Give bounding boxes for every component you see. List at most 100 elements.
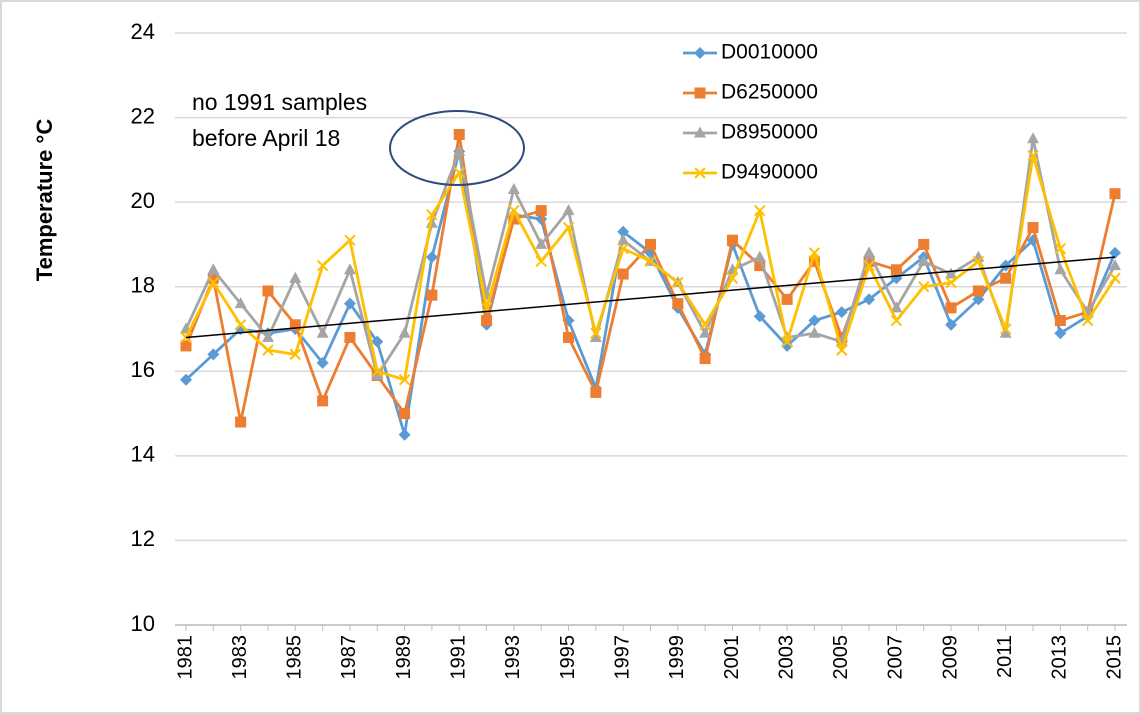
marker <box>207 276 220 289</box>
marker <box>808 247 821 259</box>
marker-stroke <box>426 209 438 221</box>
marker-stroke <box>344 234 356 246</box>
y-axis-label: Temperature °C <box>32 119 57 282</box>
marker <box>1000 323 1012 335</box>
y-tick-label: 24 <box>131 19 155 44</box>
legend-marker <box>694 47 706 59</box>
marker <box>781 335 793 348</box>
marker <box>754 204 766 217</box>
y-tick-label: 22 <box>131 103 155 128</box>
marker <box>343 297 356 310</box>
marker <box>589 330 602 342</box>
marker-stroke <box>1000 323 1012 335</box>
marker <box>262 344 274 356</box>
marker <box>753 250 766 262</box>
marker-stroke <box>535 255 547 268</box>
marker <box>426 289 438 301</box>
marker-stroke <box>371 365 383 377</box>
marker-stroke <box>836 344 848 356</box>
marker <box>508 204 520 217</box>
x-tick-label: 1999 <box>666 635 688 680</box>
legend-marker <box>694 87 706 99</box>
marker <box>207 348 220 361</box>
marker <box>945 318 958 331</box>
marker-stroke <box>590 327 602 339</box>
marker-stroke <box>234 319 247 331</box>
x-tick-label: 2011 <box>994 635 1016 678</box>
marker <box>398 428 411 441</box>
legend-label: D0010000 <box>721 41 818 64</box>
marker <box>644 255 657 268</box>
x-tick-label: 1985 <box>284 635 306 680</box>
marker-stroke <box>1081 314 1094 327</box>
marker <box>699 319 711 331</box>
marker <box>1109 259 1121 271</box>
marker <box>617 242 629 255</box>
marker <box>234 319 247 331</box>
marker <box>781 293 793 305</box>
marker-stroke <box>699 319 711 331</box>
marker <box>562 221 575 234</box>
marker-stroke <box>918 281 930 293</box>
legend-marker <box>694 126 706 138</box>
x-tick-label: 1993 <box>502 635 524 680</box>
marker <box>863 246 876 258</box>
marker <box>945 267 958 279</box>
marker-stroke <box>316 259 329 272</box>
marker <box>917 254 930 266</box>
marker-stroke <box>207 276 220 289</box>
marker <box>863 255 875 267</box>
y-tick-label: 16 <box>131 357 155 382</box>
marker <box>508 213 520 225</box>
marker <box>234 297 247 309</box>
marker <box>343 263 356 275</box>
x-tick-label: 1981 <box>174 635 196 680</box>
marker <box>289 348 302 361</box>
marker <box>535 205 547 217</box>
marker <box>726 272 739 284</box>
marker <box>1000 272 1012 284</box>
x-tick-label: 2013 <box>1049 635 1071 680</box>
marker <box>289 319 301 331</box>
marker-stroke <box>808 247 821 259</box>
x-tick-label: 2007 <box>885 635 907 680</box>
marker <box>753 310 766 323</box>
x-tick-label: 2015 <box>1103 635 1125 680</box>
marker <box>836 344 848 356</box>
marker <box>617 233 630 245</box>
marker <box>1027 222 1039 234</box>
marker <box>972 285 984 297</box>
marker-stroke <box>890 314 903 327</box>
marker <box>1054 242 1067 255</box>
marker <box>999 259 1012 272</box>
marker <box>781 339 794 352</box>
marker <box>398 326 411 338</box>
marker <box>262 285 274 297</box>
marker <box>1054 315 1066 327</box>
marker <box>863 259 875 272</box>
marker <box>699 353 711 365</box>
marker <box>808 255 820 267</box>
x-tick-label: 2001 <box>721 635 743 680</box>
marker <box>1027 149 1039 162</box>
marker <box>672 298 684 310</box>
marker <box>235 416 247 428</box>
marker-stroke <box>453 166 465 179</box>
marker <box>1109 188 1121 200</box>
marker <box>316 259 329 272</box>
legend-label: D8950000 <box>721 121 818 144</box>
marker-stroke <box>562 221 575 234</box>
marker-stroke <box>1027 149 1039 162</box>
marker <box>890 301 903 313</box>
marker <box>617 268 629 280</box>
x-tick-label: 1991 <box>448 635 470 680</box>
marker <box>672 276 684 289</box>
legend-label: D6250000 <box>721 81 818 104</box>
y-tick-label: 10 <box>131 611 155 636</box>
y-tick-label: 18 <box>131 273 155 298</box>
marker <box>645 238 656 250</box>
marker <box>1054 263 1067 275</box>
marker <box>918 281 930 293</box>
marker <box>562 204 575 216</box>
